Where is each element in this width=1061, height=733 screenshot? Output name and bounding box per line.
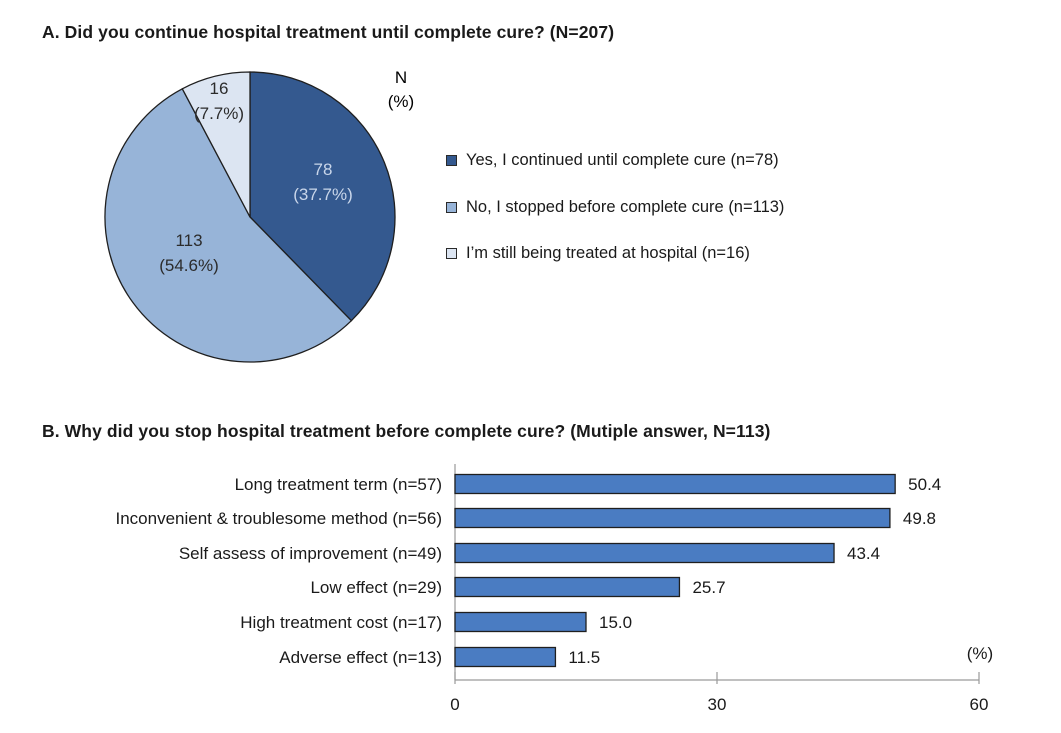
bar-value-label: 25.7 — [692, 578, 725, 597]
x-unit-label: (%) — [967, 644, 993, 663]
bar-value-label: 49.8 — [903, 509, 936, 528]
pie-value-label-still-treated: 16 — [210, 79, 229, 98]
bar-category-label: Adverse effect (n=13) — [279, 648, 442, 667]
bar — [454, 542, 835, 564]
pie-pct-label-no: (54.6%) — [159, 256, 219, 275]
legend-swatch-yes — [446, 155, 457, 166]
bar — [454, 473, 896, 495]
bar-category-label: High treatment cost (n=17) — [240, 613, 442, 632]
pie-pct-label-still-treated: (7.7%) — [194, 104, 244, 123]
pie-slice-no — [104, 87, 353, 363]
bar-chart: 0 30 60 (%) Long treatment term (n=57) 50.4 In… — [115, 464, 993, 714]
bar-category-label: Long treatment term (n=57) — [235, 475, 442, 494]
bar-category-label: Self assess of improvement (n=49) — [179, 544, 442, 563]
bar-value-label: 43.4 — [847, 544, 880, 563]
pie-slice-yes — [249, 71, 396, 322]
x-tick-label: 30 — [708, 695, 727, 714]
bar — [454, 507, 891, 529]
bar-value-label: 50.4 — [908, 475, 941, 494]
x-tick-label: 0 — [450, 695, 459, 714]
pie-value-label-no: 113 — [175, 231, 202, 250]
pie-unit-label-n: N — [395, 68, 407, 87]
pie-chart-title: A. Did you continue hospital treatment u… — [42, 22, 615, 42]
bar — [454, 611, 587, 633]
bar-value-label: 11.5 — [568, 648, 600, 667]
bar-chart-title: B. Why did you stop hospital treatment b… — [42, 421, 771, 441]
legend-label-yes: Yes, I continued until complete cure (n=… — [466, 151, 779, 169]
legend-swatch-still-treated — [446, 248, 457, 259]
bar-value-label: 15.0 — [599, 613, 632, 632]
pie-slice-still-treated — [181, 71, 251, 218]
pie-value-label-yes: 78 — [314, 160, 333, 179]
bar — [454, 646, 557, 668]
pie-chart: 78 (37.7%) 113 (54.6%) 16 (7.7%) — [104, 71, 396, 363]
bar — [454, 576, 681, 598]
legend-label-no: No, I stopped before complete cure (n=11… — [466, 198, 785, 216]
bar-category-label: Inconvenient & troublesome method (n=56) — [115, 509, 442, 528]
x-tick-label: 60 — [970, 695, 989, 714]
legend-swatch-no — [446, 202, 457, 213]
pie-pct-label-yes: (37.7%) — [293, 185, 353, 204]
legend-label-still-treated: I’m still being treated at hospital (n=1… — [466, 244, 750, 262]
pie-unit-label-pct: (%) — [388, 92, 414, 111]
bar-category-label: Low effect (n=29) — [310, 578, 442, 597]
